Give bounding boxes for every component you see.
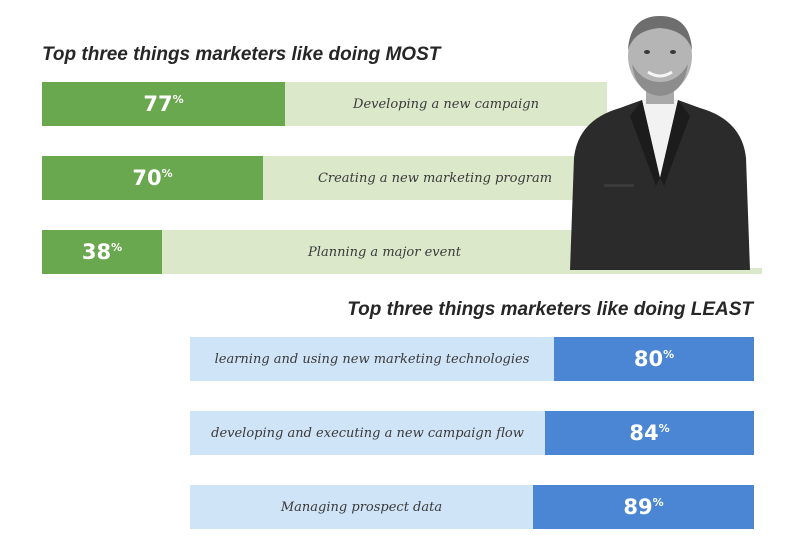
most-bar-fill: 38% xyxy=(42,230,162,274)
most-category-label: Planning a major event xyxy=(308,244,461,260)
person-photo-icon xyxy=(570,16,750,270)
least-value-label: 80% xyxy=(633,346,675,371)
least-bar-row: 84% developing and executing a new campai… xyxy=(190,411,754,455)
least-bar-fill: 80% xyxy=(554,337,754,381)
most-bar-row: 77% Developing a new campaign xyxy=(42,82,607,126)
least-category-label: Managing prospect data xyxy=(280,499,443,515)
most-value-number: 38 xyxy=(81,239,112,264)
least-value-number: 84 xyxy=(629,420,659,445)
percent-sign: % xyxy=(161,166,173,180)
portrait-ground-strip xyxy=(540,268,762,274)
percent-sign: % xyxy=(658,421,670,435)
percent-sign: % xyxy=(652,495,664,509)
percent-sign: % xyxy=(663,347,675,361)
least-value-label: 84% xyxy=(629,420,670,445)
least-value-label: 89% xyxy=(623,494,664,519)
most-value-label: 77% xyxy=(143,91,184,116)
most-value-number: 70 xyxy=(132,165,162,190)
most-bar-fill: 77% xyxy=(42,82,285,126)
least-value-number: 89 xyxy=(623,494,653,519)
most-value-label: 38% xyxy=(81,239,123,264)
least-bar-row: 89% Managing prospect data xyxy=(190,485,754,529)
percent-sign: % xyxy=(111,240,123,254)
least-value-number: 80 xyxy=(633,346,664,371)
most-bar-row: 38% Planning a major event xyxy=(42,230,607,274)
least-category-label: developing and executing a new campaign … xyxy=(211,425,524,441)
most-category-label: Creating a new marketing program xyxy=(317,170,553,186)
least-bar-fill: 84% xyxy=(545,411,754,455)
most-bar-row: 70% Creating a new marketing program xyxy=(42,156,607,200)
most-category-label: Developing a new campaign xyxy=(353,96,539,112)
least-category-label: learning and using new marketing technol… xyxy=(214,351,530,367)
least-bar-row: 80% learning and using new marketing tech… xyxy=(190,337,754,381)
most-value-label: 70% xyxy=(132,165,173,190)
most-bar-fill: 70% xyxy=(42,156,263,200)
percent-sign: % xyxy=(172,92,184,106)
most-chart-title: Top three things marketers like doing MO… xyxy=(42,44,441,65)
most-value-number: 77 xyxy=(143,91,173,116)
least-bar-fill: 89% xyxy=(533,485,754,529)
least-chart-title: Top three things marketers like doing LE… xyxy=(347,299,753,320)
